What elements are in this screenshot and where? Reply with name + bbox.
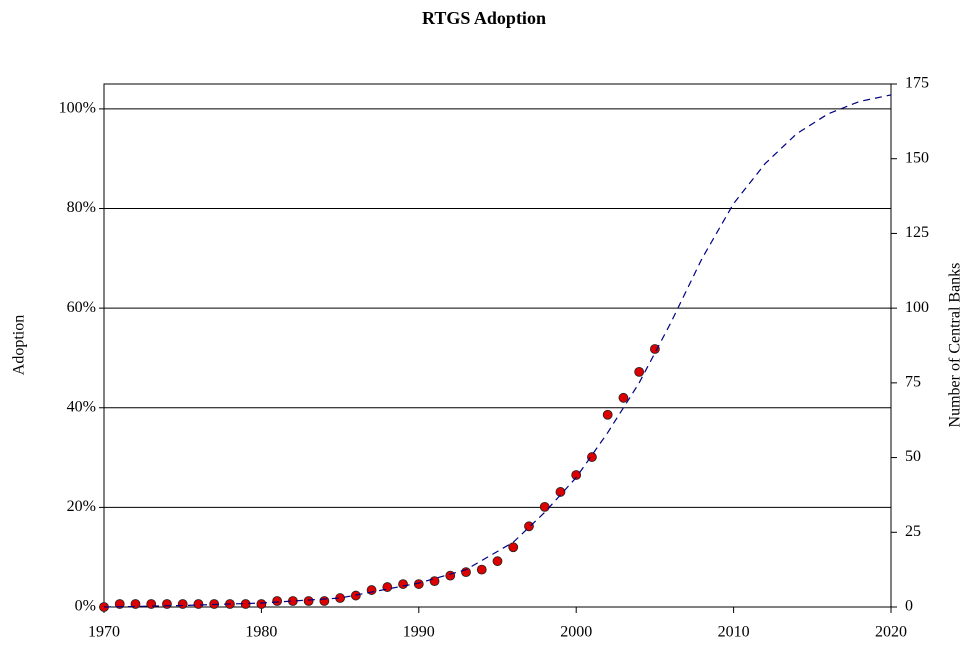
data-point [650, 344, 660, 354]
y-tick-label: 80% [67, 199, 96, 216]
x-tick-label: 1970 [88, 624, 120, 641]
x-tick-label: 2020 [875, 624, 907, 641]
y-tick-label: 100% [59, 100, 96, 117]
data-point [398, 579, 408, 589]
chart-title: RTGS Adoption [422, 8, 546, 28]
y-tick-label: 40% [67, 398, 96, 415]
data-point [602, 409, 613, 420]
data-point [303, 596, 314, 606]
plot-frame [103, 83, 892, 608]
x-tick-label: 2010 [718, 624, 750, 641]
y2-axis-label: Number of Central Banks [947, 263, 964, 428]
data-point [193, 599, 204, 609]
data-point [319, 596, 330, 606]
data-point [256, 599, 267, 609]
data-point [492, 556, 503, 567]
x-tick-label: 1980 [245, 624, 277, 641]
y-tick-label: 0% [75, 598, 96, 615]
data-point [539, 501, 550, 512]
y2-tick-label: 75 [905, 374, 921, 391]
y2-tick-label: 0 [905, 598, 913, 615]
data-point [571, 470, 582, 480]
data-point [555, 487, 566, 497]
x-tick-label: 1990 [403, 624, 435, 641]
y-axis-label: Adoption [11, 315, 28, 375]
y2-tick-label: 175 [905, 75, 929, 92]
y2-tick-label: 150 [905, 149, 929, 166]
data-point [476, 564, 487, 575]
x-tick-label: 2000 [560, 624, 592, 641]
data-point [634, 366, 645, 377]
data-point [618, 392, 629, 403]
data-point [272, 596, 283, 606]
data-point [429, 576, 440, 586]
data-point [162, 599, 172, 609]
data-point [177, 599, 188, 609]
data-point [445, 570, 456, 581]
y2-tick-label: 50 [905, 448, 921, 465]
data-point [508, 542, 519, 553]
y2-tick-label: 25 [905, 523, 921, 540]
y2-tick-label: 125 [905, 224, 929, 241]
y-tick-label: 20% [67, 498, 96, 515]
fit-line [103, 94, 892, 608]
data-point [130, 599, 141, 609]
data-point [524, 521, 534, 532]
data-point [146, 599, 157, 609]
y-tick-label: 60% [67, 299, 96, 316]
y2-tick-label: 100 [905, 299, 929, 316]
